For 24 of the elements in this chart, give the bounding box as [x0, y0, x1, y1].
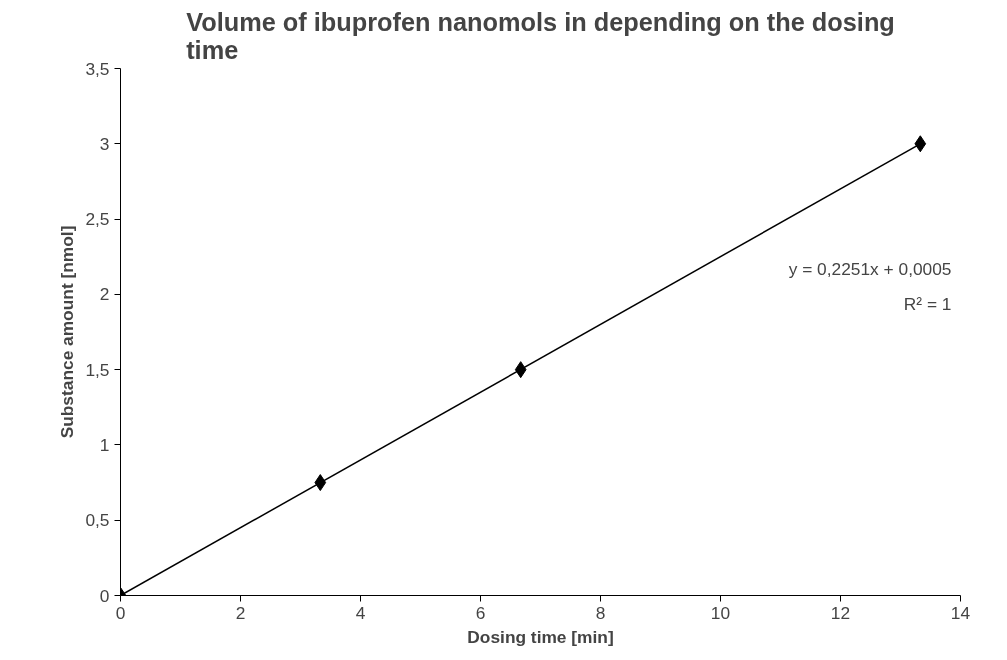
- y-axis-title: Substance amount [nmol]: [57, 225, 78, 439]
- y-tick-label: 2: [99, 284, 110, 305]
- y-tick-label: 1: [99, 434, 110, 455]
- annotation: y = 0,2251x + 0,0005: [788, 259, 952, 280]
- x-tick-label: 4: [355, 602, 366, 623]
- y-tick-label: 0,5: [85, 510, 110, 531]
- x-axis-title: Dosing time [min]: [467, 626, 614, 647]
- x-tick-label: 2: [235, 602, 246, 623]
- x-tick-label: 8: [595, 602, 606, 623]
- x-tick-label: 14: [950, 602, 971, 623]
- x-tick-label: 12: [830, 602, 851, 623]
- chart-title: Volume of ibuprofen nanomols in depending on the dosing time: [186, 7, 895, 64]
- y-tick-label: 0: [99, 585, 110, 606]
- point: [314, 474, 327, 492]
- x-tick-label: 0: [115, 602, 126, 623]
- point: [514, 361, 527, 379]
- y-tick-label: 2,5: [85, 209, 110, 230]
- y-tick-label: 3: [99, 133, 110, 154]
- point: [914, 135, 927, 153]
- x-tick-label: 10: [710, 602, 731, 623]
- annotation: R² = 1: [903, 293, 952, 314]
- y-tick-label: 3,5: [85, 58, 110, 79]
- y-tick-label: 1,5: [85, 359, 110, 380]
- x-tick-label: 6: [475, 602, 486, 623]
